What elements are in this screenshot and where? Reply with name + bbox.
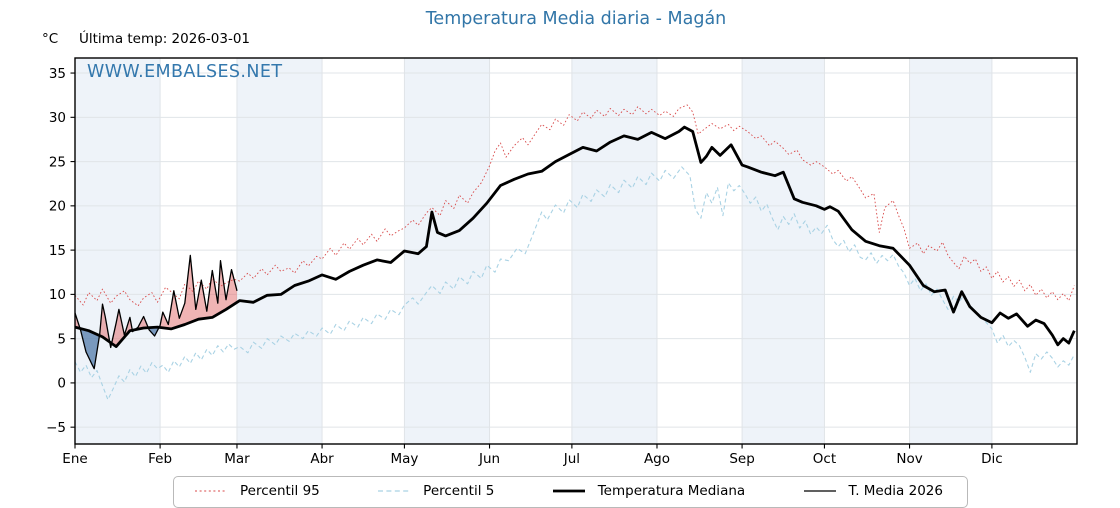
legend-item-temperatura-mediana: Temperatura Mediana [552, 482, 745, 499]
legend-swatch-temperatura-mediana [552, 489, 585, 492]
legend-item-percentil-95: Percentil 95 [194, 482, 320, 499]
y-tick-label: 25 [49, 154, 66, 170]
y-tick-label: 35 [49, 66, 66, 82]
x-tick-label-abr: Abr [310, 451, 334, 467]
fill-above-median [111, 309, 133, 347]
legend-item-percentil-5: Percentil 5 [377, 482, 494, 499]
legend-label-percentil-5: Percentil 5 [423, 482, 495, 499]
y-tick-label: 0 [57, 376, 66, 392]
legend-label-t-media-2026: T. Media 2026 [848, 482, 943, 499]
legend-swatch-percentil-95 [195, 490, 227, 491]
y-axis-unit-label: °C [42, 31, 59, 47]
x-tick-label-jul: Jul [563, 451, 580, 467]
x-tick-label-sep: Sep [729, 451, 754, 467]
y-tick-label: 10 [49, 287, 66, 303]
last-temp-label: Última temp: 2026-03-01 [79, 31, 251, 47]
y-tick-label: 30 [49, 110, 66, 126]
legend-swatch-t-media-2026 [803, 489, 836, 492]
fill-above-median [159, 255, 237, 329]
legend-item-t-media-2026: T. Media 2026 [803, 482, 943, 499]
month-band [571, 58, 657, 444]
x-tick-label-ago: Ago [644, 451, 670, 467]
fill-below-median [148, 327, 160, 336]
x-tick-label-oct: Oct [813, 451, 836, 467]
y-tick-label: 20 [49, 199, 66, 215]
x-tick-label-may: May [390, 451, 418, 467]
month-band [742, 58, 825, 444]
legend-label-temperatura-mediana: Temperatura Mediana [597, 482, 746, 499]
page-title: Temperatura Media diaria - Magán [425, 9, 727, 29]
y-tick-label: 15 [49, 243, 66, 259]
series-t-media-2026 [74, 254, 238, 370]
month-band [909, 58, 992, 444]
x-tick-label-feb: Feb [148, 451, 172, 467]
x-tick-label-mar: Mar [224, 451, 250, 467]
fill-below-median [80, 328, 100, 369]
legend-swatch-percentil-5 [378, 489, 411, 492]
y-tick-label: −5 [46, 420, 66, 436]
watermark-text: WWW.EMBALSES.NET [87, 62, 283, 82]
x-tick-label-dic: Dic [981, 451, 1003, 467]
x-tick-label-nov: Nov [896, 451, 922, 467]
x-tick-label-jun: Jun [478, 451, 500, 467]
series-temperatura-mediana [74, 125, 1076, 348]
y-tick-label: 5 [57, 331, 66, 347]
plot-border [74, 57, 1078, 445]
x-tick-label-ene: Ene [62, 451, 87, 467]
legend-label-percentil-95: Percentil 95 [240, 482, 320, 499]
legend-box: Percentil 95 Percentil 5 Temperatura Media… [173, 476, 968, 508]
month-band [236, 58, 323, 444]
month-band [75, 58, 161, 444]
month-band [404, 58, 490, 444]
